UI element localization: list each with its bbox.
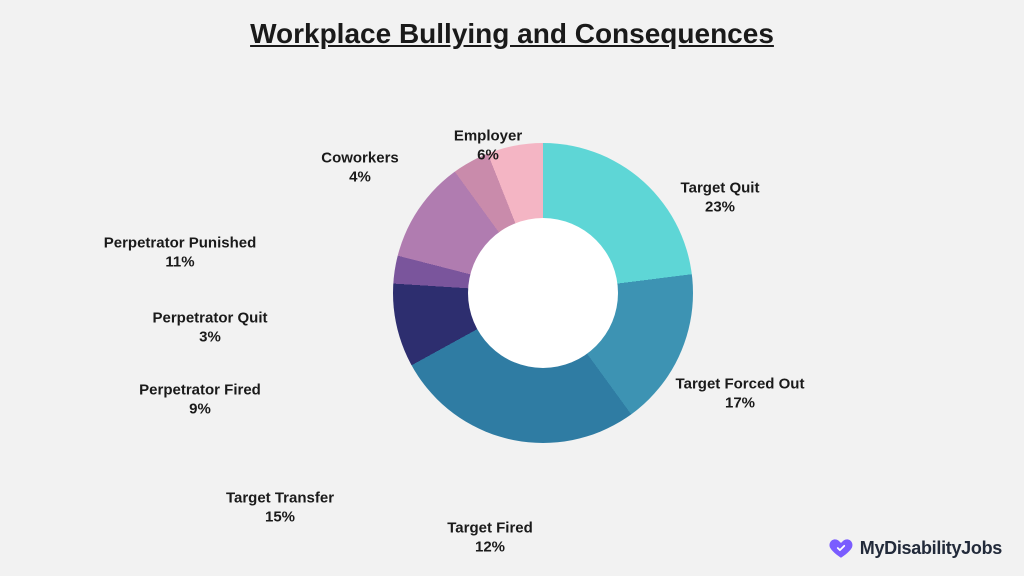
brand-text: MyDisabilityJobs	[860, 538, 1002, 559]
slice-label: Target Quit23%	[681, 179, 760, 217]
donut-hole	[468, 218, 618, 368]
donut-chart	[393, 143, 693, 443]
slice-label: Perpetrator Quit3%	[152, 309, 267, 347]
slice-label: Target Forced Out17%	[676, 375, 805, 413]
slice-label: Coworkers4%	[321, 149, 399, 187]
heart-icon	[828, 535, 854, 561]
brand-logo: MyDisabilityJobs	[828, 535, 1002, 561]
slice-label: Employer6%	[454, 127, 522, 165]
slice-label: Perpetrator Fired9%	[139, 381, 261, 419]
chart-area: Target Quit23% Target Forced Out17% Target…	[0, 68, 1024, 576]
slice-label: Target Transfer15%	[226, 489, 334, 527]
slice-label: Perpetrator Punished11%	[104, 234, 257, 272]
chart-title: Workplace Bullying and Consequences	[0, 18, 1024, 50]
slice-label: Target Fired12%	[447, 519, 533, 557]
